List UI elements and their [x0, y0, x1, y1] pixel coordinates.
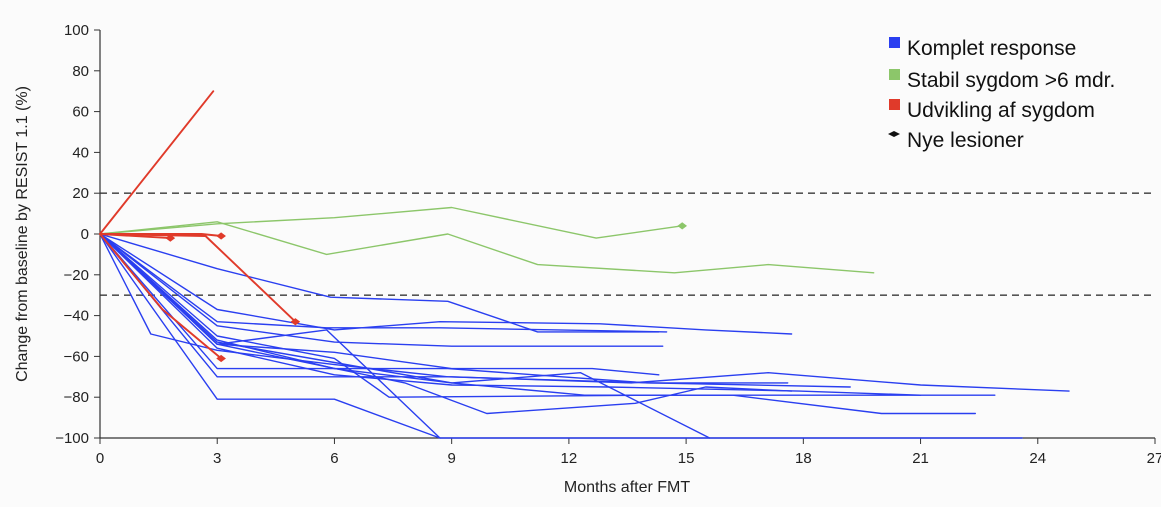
- x-tick-label: 24: [1029, 450, 1046, 467]
- y-axis-title: Change from baseline by RESIST 1.1 (%): [14, 86, 31, 382]
- x-tick-label: 21: [912, 450, 929, 467]
- legend: Komplet response Stabil sygdom >6 mdr. Udv…: [888, 37, 1115, 152]
- x-tick-label: 18: [795, 450, 812, 467]
- new-lesion-marker: [216, 232, 226, 240]
- x-tick-label: 0: [96, 450, 104, 467]
- series-line-complete-response-21: [99, 233, 922, 396]
- y-ticks: 100 80 60 40 20 0 −20 −40 −60 −80 −100: [55, 22, 100, 447]
- legend-swatch: [889, 99, 900, 110]
- series-line-complete-response-19: [99, 233, 976, 415]
- series-line-complete-response-16: [99, 233, 711, 439]
- legend-label: Udvikling af sygdom: [907, 99, 1095, 122]
- series-line-stable-disease-0: [99, 206, 683, 239]
- legend-marker: [888, 131, 900, 137]
- markers-layer: [165, 222, 688, 363]
- x-tick-label: 6: [330, 450, 338, 467]
- series-line-stable-disease-1: [99, 221, 875, 274]
- y-tick-label: −100: [55, 430, 89, 447]
- series-line-complete-response-13: [99, 233, 1070, 392]
- y-tick-label: 80: [72, 63, 89, 80]
- reference-lines: [100, 192, 1155, 297]
- x-ticks: 0 3 6 9 12 15 18 21 24 27: [96, 438, 1161, 467]
- new-lesion-marker: [216, 354, 226, 363]
- series-line-complete-response-20: [99, 233, 793, 415]
- new-lesion-marker: [677, 222, 688, 230]
- y-tick-label: 100: [64, 22, 89, 39]
- series-line-progressive-disease-6: [99, 233, 223, 360]
- series-line-complete-response-10: [99, 233, 668, 333]
- legend-swatch: [889, 37, 900, 48]
- x-tick-label: 9: [447, 450, 455, 467]
- new-lesion-marker: [165, 234, 176, 242]
- series-layer: [99, 90, 1070, 439]
- series-line-complete-response-17: [99, 233, 441, 439]
- legend-label: Stabil sygdom >6 mdr.: [907, 69, 1115, 92]
- series-line-complete-response-14: [99, 233, 1023, 439]
- legend-label: Nye lesioner: [907, 129, 1024, 152]
- series-line-complete-response-18: [99, 233, 996, 398]
- series-line-complete-response-15: [99, 233, 851, 388]
- series-line-complete-response-9: [99, 233, 664, 347]
- y-tick-label: 20: [72, 185, 89, 202]
- y-tick-label: 60: [72, 104, 89, 121]
- series-line-progressive-disease-5: [99, 233, 297, 323]
- y-tick-label: 40: [72, 144, 89, 161]
- y-tick-label: −80: [64, 389, 89, 406]
- legend-swatch: [889, 69, 900, 80]
- y-tick-label: −60: [64, 348, 89, 365]
- legend-label: Komplet response: [907, 37, 1076, 60]
- y-tick-label: 0: [81, 226, 89, 243]
- x-axis-title: Months after FMT: [564, 479, 690, 496]
- x-tick-label: 15: [678, 450, 695, 467]
- new-lesion-marker: [290, 318, 301, 326]
- series-line-complete-response-7: [99, 233, 660, 333]
- series-line-complete-response-8: [99, 233, 793, 335]
- series-line-progressive-disease-2: [99, 90, 215, 235]
- y-tick-label: −20: [64, 267, 89, 284]
- series-line-complete-response-11: [99, 233, 660, 376]
- y-tick-label: −40: [64, 308, 89, 325]
- x-tick-label: 27: [1147, 450, 1161, 467]
- x-tick-label: 3: [213, 450, 221, 467]
- x-tick-label: 12: [561, 450, 578, 467]
